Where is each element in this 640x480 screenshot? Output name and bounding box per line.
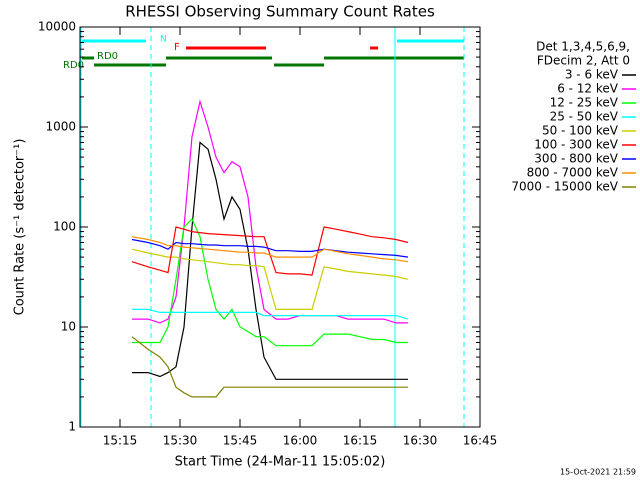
legend-header: FDecim 2, Att 0 — [537, 54, 630, 68]
legend-header: Det 1,3,4,5,6,9, — [536, 40, 630, 54]
series-line — [131, 336, 408, 398]
series-line — [132, 141, 408, 380]
flag-label: RD0 — [97, 51, 118, 62]
flag-label: RD0 — [63, 60, 84, 71]
legend-label: 12 - 25 keV — [550, 96, 619, 110]
series-line — [131, 238, 409, 258]
x-tick-label: 16:45 — [463, 434, 498, 448]
legend-label: 300 - 800 keV — [534, 152, 618, 166]
y-tick-label: 10000 — [38, 20, 76, 34]
legend-label: 800 - 7000 keV — [527, 166, 619, 180]
x-axis-label: Start Time (24-Mar-11 15:05:02) — [175, 455, 386, 470]
series-line — [132, 218, 408, 347]
series-line — [131, 236, 409, 263]
timestamp: 15-Oct-2021 21:59 — [560, 468, 636, 477]
x-tick-label: 15:30 — [163, 434, 198, 448]
y-axis-label: Count Rate (s⁻¹ detector⁻¹) — [13, 139, 28, 316]
y-tick-label: 1000 — [45, 120, 76, 134]
x-tick-label: 16:30 — [403, 434, 438, 448]
series-line — [131, 226, 409, 276]
flag-label: F — [174, 42, 180, 53]
y-tick-label: 100 — [53, 220, 76, 234]
series-line — [132, 99, 408, 324]
y-tick-label: 1 — [68, 420, 76, 434]
legend-label: 7000 - 15000 keV — [511, 180, 618, 194]
x-tick-label: 16:15 — [343, 434, 378, 448]
series-line — [132, 308, 409, 320]
legend-label: 3 - 6 keV — [565, 68, 619, 82]
legend-label: 25 - 50 keV — [550, 110, 619, 124]
chart-title: RHESSI Observing Summary Count Rates — [125, 3, 435, 21]
x-tick-label: 16:00 — [283, 434, 318, 448]
series-line — [131, 248, 409, 310]
flag-label: N — [160, 35, 167, 45]
y-tick-label: 10 — [61, 320, 76, 334]
legend-label: 50 - 100 keV — [542, 124, 619, 138]
x-tick-label: 15:45 — [223, 434, 258, 448]
legend-label: 100 - 300 keV — [534, 138, 618, 152]
legend-label: 6 - 12 keV — [557, 82, 619, 96]
x-tick-label: 15:15 — [103, 434, 138, 448]
